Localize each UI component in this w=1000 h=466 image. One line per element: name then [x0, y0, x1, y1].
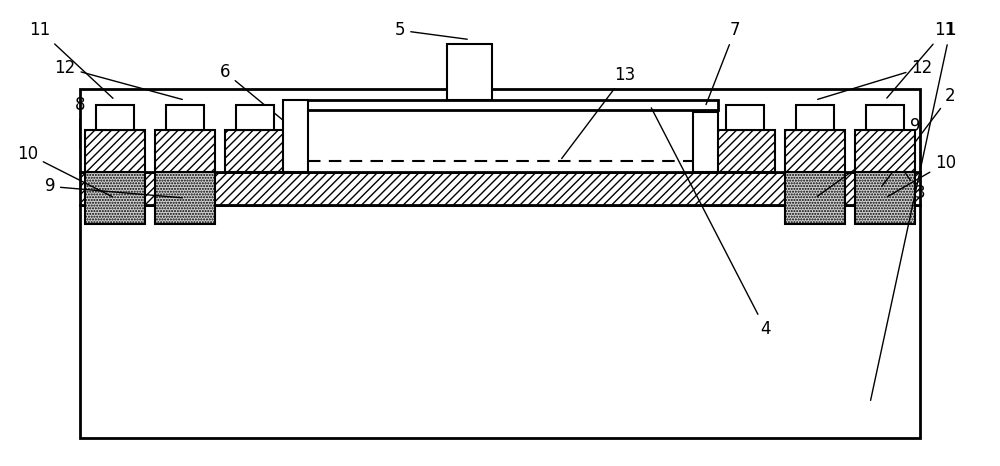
Bar: [447, 44, 492, 100]
Text: 8: 8: [74, 96, 85, 149]
Text: 2: 2: [882, 87, 956, 186]
Bar: [855, 172, 915, 224]
Text: 11: 11: [887, 21, 956, 98]
Bar: [80, 89, 920, 172]
Text: 10: 10: [17, 145, 113, 197]
Text: 5: 5: [395, 21, 467, 39]
Bar: [225, 130, 285, 172]
Bar: [785, 130, 845, 172]
Bar: [80, 205, 920, 438]
Text: 4: 4: [651, 108, 770, 337]
Text: 13: 13: [562, 66, 636, 158]
Text: 3: 3: [882, 141, 926, 202]
Text: 9: 9: [44, 178, 182, 198]
Text: 1: 1: [871, 21, 956, 400]
Bar: [283, 100, 718, 110]
Text: 10: 10: [887, 154, 956, 197]
Bar: [726, 105, 764, 130]
Bar: [166, 105, 204, 130]
Bar: [692, 112, 718, 172]
Bar: [796, 105, 834, 130]
Bar: [85, 172, 145, 224]
Text: 12: 12: [818, 59, 933, 99]
Bar: [855, 130, 915, 172]
Bar: [96, 105, 134, 130]
Bar: [866, 105, 904, 130]
Bar: [85, 130, 145, 172]
Text: 12: 12: [54, 59, 182, 99]
Bar: [236, 105, 274, 130]
Text: 6: 6: [220, 63, 283, 120]
Bar: [80, 172, 920, 205]
Bar: [155, 172, 215, 224]
Text: 9: 9: [817, 117, 920, 197]
Bar: [785, 172, 845, 224]
Bar: [283, 100, 308, 172]
Bar: [715, 130, 775, 172]
Text: 7: 7: [706, 21, 740, 104]
Bar: [155, 130, 215, 172]
Text: 11: 11: [29, 21, 113, 98]
